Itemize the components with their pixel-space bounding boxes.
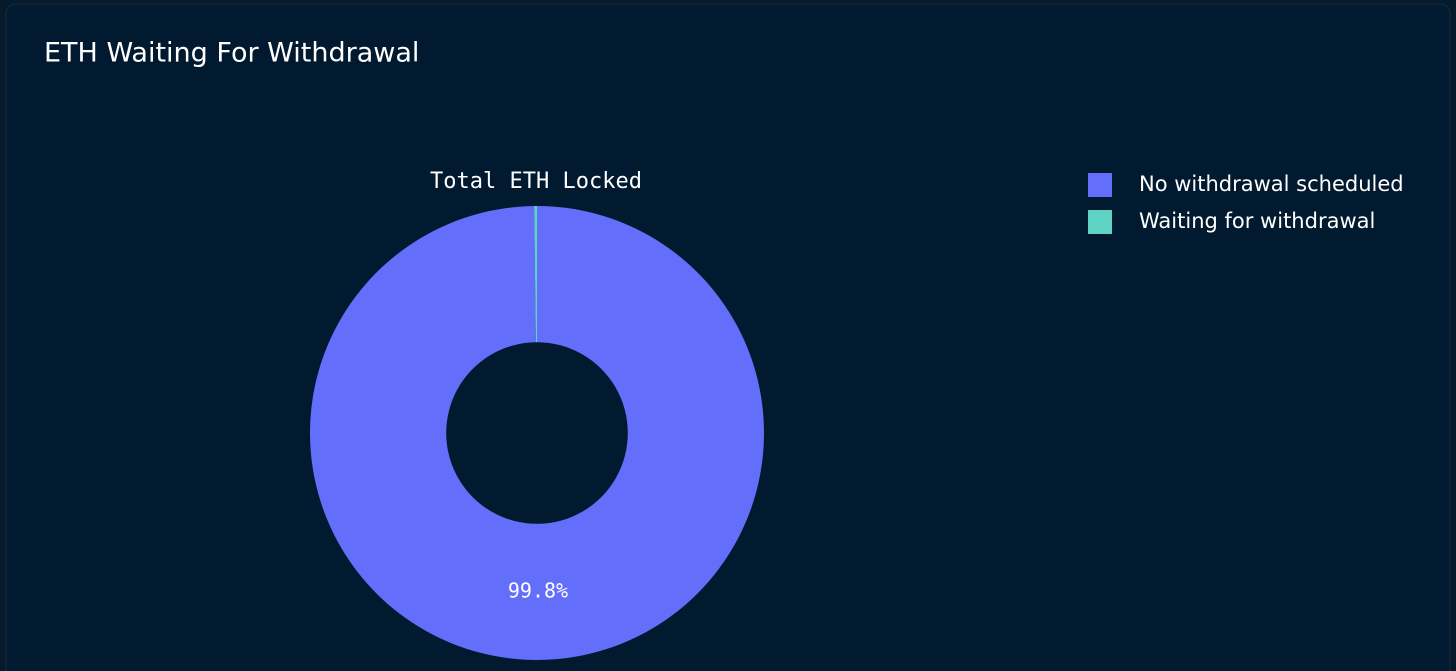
- pie-slice: [534, 206, 537, 343]
- pie-slice: [310, 206, 765, 660]
- legend-label: Waiting for withdrawal: [1139, 209, 1375, 233]
- legend-swatch: [1088, 210, 1112, 234]
- slice-label: 99.8%: [508, 578, 568, 602]
- chart-subtitle: Total ETH Locked: [430, 169, 642, 194]
- legend-swatch: [1088, 173, 1112, 197]
- chart-title: ETH Waiting For Withdrawal: [44, 38, 419, 69]
- legend-label: No withdrawal scheduled: [1139, 172, 1404, 196]
